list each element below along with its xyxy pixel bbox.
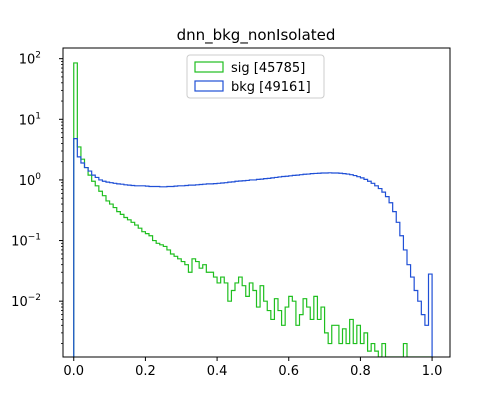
- x-tick-label: 1.0: [422, 364, 443, 379]
- histogram-step-bkg: [73, 138, 433, 357]
- series-bkg: [73, 138, 433, 357]
- legend-swatch-bkg: [194, 80, 224, 92]
- histogram-step-sig: [73, 62, 433, 357]
- legend-label-sig: sig [45785]: [231, 61, 305, 76]
- axes-frame: [62, 47, 451, 358]
- legend-label-bkg: bkg [49161]: [231, 80, 311, 95]
- legend-box: [186, 54, 325, 99]
- x-tick-label: 0.2: [135, 364, 156, 379]
- x-tick-label: 0.8: [350, 364, 371, 379]
- plot-area: [73, 62, 433, 357]
- legend: sig [45785] bkg [49161]: [186, 54, 325, 99]
- axes: 0.0 0.2 0.4 0.6 0.8 1.0 102 101 100 10−1 10−2: [11, 47, 451, 379]
- series-sig: [73, 62, 433, 357]
- y-tick-label: 10−2: [11, 293, 41, 310]
- chart-title: dnn_bkg_nonIsolated: [177, 26, 336, 45]
- x-tick-label: 0.0: [63, 364, 84, 379]
- y-tick-label: 102: [19, 51, 41, 68]
- x-tick-label: 0.4: [207, 364, 228, 379]
- y-tick-label: 101: [19, 111, 41, 128]
- x-tick-label: 0.6: [278, 364, 299, 379]
- legend-swatch-sig: [194, 61, 224, 73]
- y-tick-label: 100: [19, 172, 42, 189]
- y-tick-label: 10−1: [11, 233, 41, 250]
